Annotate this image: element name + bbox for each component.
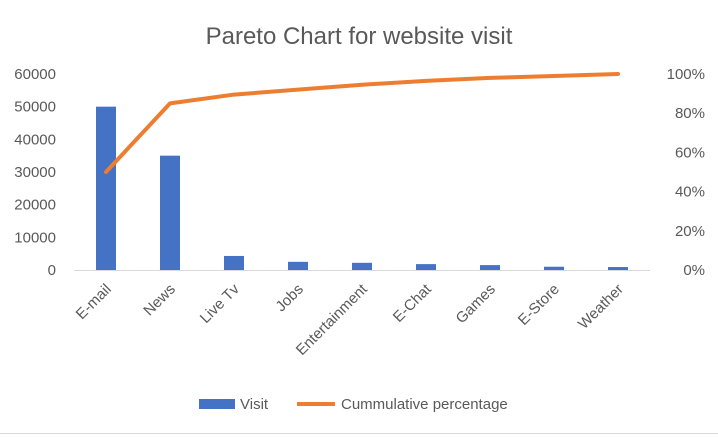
x-tick-label: News [140, 281, 179, 320]
y-right-tick-label: 40% [675, 184, 705, 201]
y-left-tick-label: 10000 [14, 229, 56, 246]
bar [352, 263, 372, 270]
x-tick-label: E-Chat [390, 280, 436, 326]
y-left-tick-label: 60000 [14, 66, 56, 83]
legend-label-cumulative: Cummulative percentage [341, 396, 508, 413]
y-left-tick-label: 40000 [14, 131, 56, 148]
legend-label-visit: Visit [240, 396, 269, 413]
cumulative-line [106, 74, 618, 172]
x-tick-label: Jobs [272, 281, 306, 315]
chart-title: Pareto Chart for website visit [206, 23, 513, 50]
x-tick-label: E-mail [73, 281, 115, 323]
y-right-tick-label: 60% [675, 144, 705, 161]
y-left-tick-label: 20000 [14, 197, 56, 214]
bar [416, 264, 436, 270]
bar [480, 265, 500, 270]
bar [544, 267, 564, 270]
bar [96, 107, 116, 270]
y-left-tick-label: 50000 [14, 99, 56, 116]
y-left-tick-label: 30000 [14, 164, 56, 181]
y-right-tick-label: 0% [683, 262, 705, 279]
x-tick-label: Live Tv [197, 280, 243, 326]
y-right-tick-label: 20% [675, 223, 705, 240]
bar [224, 256, 244, 270]
legend: Visit Cummulative percentage [199, 396, 508, 413]
x-tick-label: Games [453, 281, 499, 327]
legend-swatch-visit [199, 399, 235, 409]
bar [608, 267, 628, 270]
y-right-tick-label: 100% [667, 66, 705, 83]
bar [160, 156, 180, 270]
y-axis-right: 0% 20% 40% 60% 80% 100% [667, 66, 705, 279]
x-tick-label: E-Store [515, 281, 563, 329]
bar-series [96, 107, 628, 270]
y-left-tick-label: 0 [48, 262, 56, 279]
line-series [106, 74, 618, 172]
x-tick-label: Weather [575, 281, 627, 333]
y-axis-left: 0 10000 20000 30000 40000 50000 60000 [14, 66, 56, 279]
bar [288, 262, 308, 270]
y-right-tick-label: 80% [675, 105, 705, 122]
